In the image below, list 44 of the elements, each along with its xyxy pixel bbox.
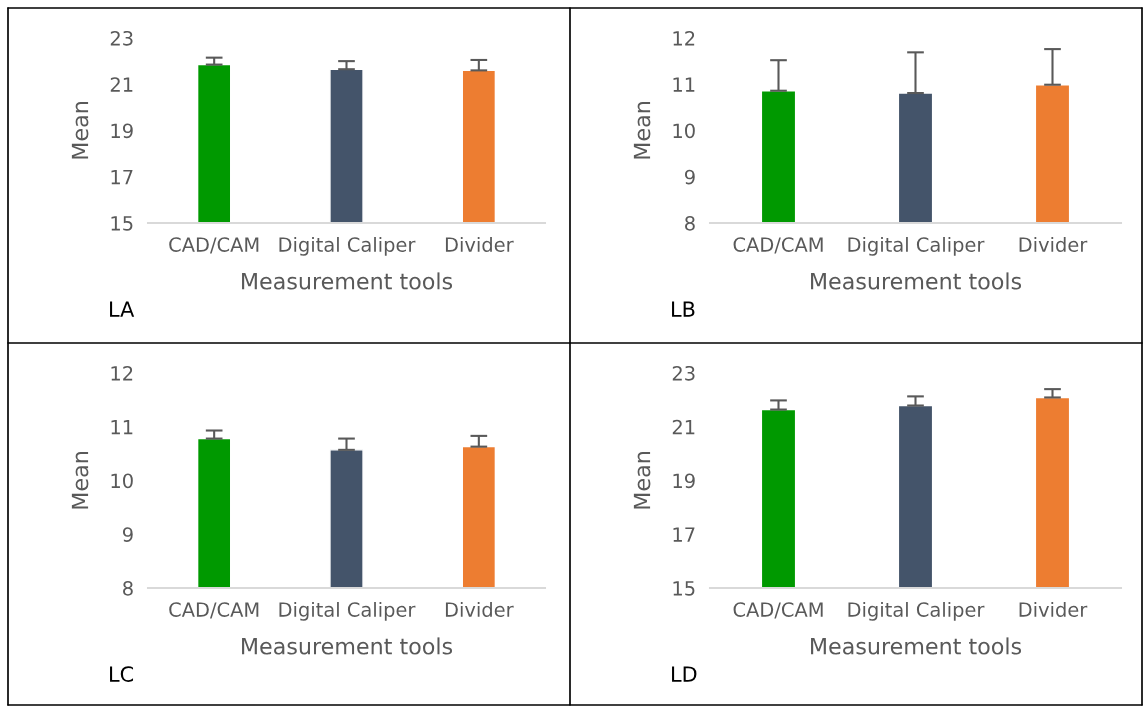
x-tick-label: CAD/CAM	[169, 602, 259, 619]
y-tick-label: 19	[673, 473, 695, 489]
y-axis-title: Mean	[71, 452, 89, 509]
y-tick-label: 17	[673, 527, 695, 542]
y-tick-label: 8	[685, 215, 695, 231]
y-tick-label: 23	[672, 365, 695, 381]
x-tick-label: Digital Caliper	[848, 601, 985, 621]
x-tick-label: Divider	[1019, 601, 1088, 617]
text: LA	[110, 301, 135, 317]
y-axis-title: Mean	[71, 102, 89, 159]
x-axis-title: Measurement tools	[811, 272, 1022, 290]
x-tick-label: Divider	[445, 236, 514, 252]
y-tick-label: 23	[110, 30, 133, 46]
y-tick-label: 17	[111, 169, 133, 185]
y-tick-label: 10	[673, 123, 695, 139]
y-tick-label: 12	[111, 365, 133, 381]
text: LB	[672, 301, 695, 317]
text: LD	[672, 666, 697, 682]
x-tick-label: Digital Caliper	[279, 601, 416, 621]
y-tick-label: 21	[110, 77, 133, 92]
x-axis-title: Measurement tools	[242, 272, 453, 290]
x-axis-title: Measurement tools	[242, 637, 453, 655]
x-tick-label: Digital Caliper	[279, 236, 416, 256]
y-tick-label: 15	[111, 216, 133, 231]
y-tick-label: 12	[673, 30, 695, 46]
y-tick-label: 9	[684, 169, 695, 185]
x-tick-label: CAD/CAM	[733, 602, 823, 619]
y-tick-label: 15	[673, 581, 695, 596]
y-tick-label: 8	[123, 580, 133, 596]
text: LC	[110, 666, 134, 682]
x-axis-title: Measurement tools	[811, 637, 1022, 655]
x-tick-label: Digital Caliper	[848, 236, 985, 256]
x-tick-label: CAD/CAM	[733, 237, 823, 254]
y-axis-title: Mean	[633, 452, 651, 509]
x-tick-label: Divider	[445, 601, 514, 617]
y-tick-label: 21	[672, 419, 695, 435]
y-tick-label: 11	[111, 419, 133, 435]
y-tick-label: 19	[111, 123, 133, 139]
y-tick-label: 9	[122, 527, 133, 542]
y-tick-label: 10	[111, 473, 133, 489]
y-tick-label: 11	[673, 77, 695, 92]
x-tick-label: CAD/CAM	[169, 237, 259, 254]
x-tick-label: Divider	[1019, 236, 1088, 252]
y-axis-title: Mean	[633, 102, 651, 159]
